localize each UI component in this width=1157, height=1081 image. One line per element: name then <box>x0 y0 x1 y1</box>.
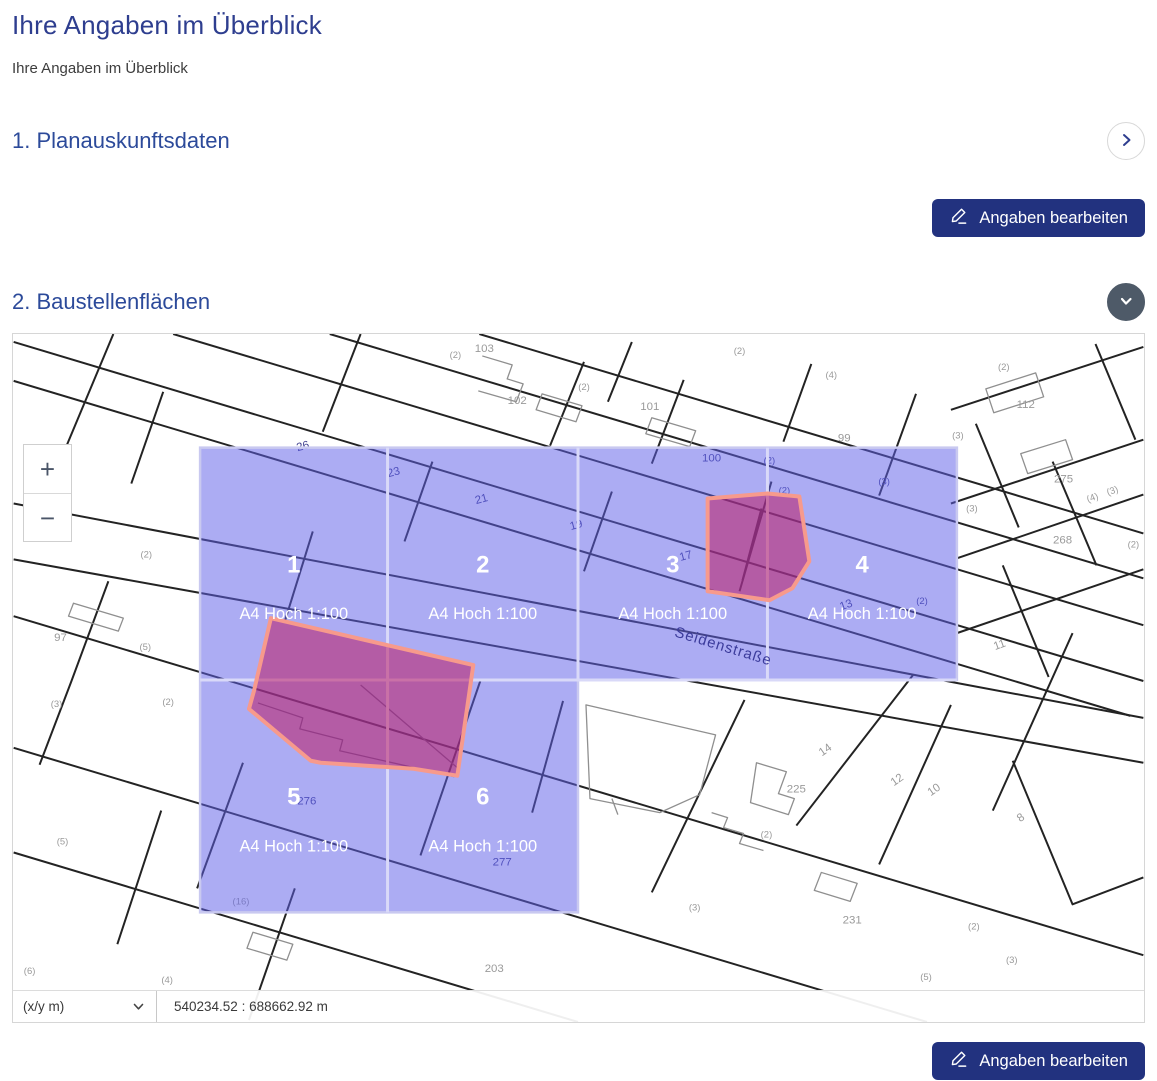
parcel-label: (2) <box>734 346 746 357</box>
edit-button-label: Angaben bearbeiten <box>979 208 1128 227</box>
parcel-label: (2) <box>998 362 1010 373</box>
section-1-expand-button[interactable] <box>1107 122 1145 160</box>
section-2-header: 2. Baustellenflächen <box>0 280 1157 324</box>
parcel-label: 231 <box>843 914 862 926</box>
parcel-label: (3) <box>51 699 63 710</box>
parcel-label: 97 <box>54 632 67 644</box>
parcel-label: 112 <box>1017 399 1035 411</box>
section-2-actions: Angaben bearbeiten <box>0 1042 1157 1080</box>
edit-button-label: Angaben bearbeiten <box>979 1051 1128 1070</box>
parcel-label: 10 <box>926 782 943 799</box>
parcel-label: 275 <box>1054 474 1073 486</box>
tile-number-label: 3 <box>666 551 679 578</box>
parcel-label: 101 <box>640 401 659 413</box>
parcel-label: 103 <box>475 343 494 355</box>
parcel-label: (3) <box>966 503 978 514</box>
tile-format-label: A4 Hoch 1:100 <box>239 605 348 623</box>
parcel-label: (2) <box>162 697 174 708</box>
parcel-label: 11 <box>992 638 1007 653</box>
parcel-label: (3) <box>689 902 701 913</box>
edit-planauskunft-button[interactable]: Angaben bearbeiten <box>932 199 1145 237</box>
parcel-label: 268 <box>1053 534 1072 546</box>
parcel-label: (3) <box>952 431 964 442</box>
site-area-2 <box>246 616 476 778</box>
parcel-label: (2) <box>1128 539 1140 550</box>
parcel-label: (5) <box>920 972 932 983</box>
map-tile <box>387 447 579 680</box>
parcel-label: (4) <box>825 370 837 381</box>
tile-format-label: A4 Hoch 1:100 <box>428 837 537 855</box>
tile-number-label: 2 <box>476 551 489 578</box>
zoom-out-button[interactable]: − <box>24 493 71 541</box>
map-canvas[interactable]: 103(2)102(2)101(2)(4)99(2)112(3)275(3)(4… <box>13 334 1144 1022</box>
page-subtitle: Ihre Angaben im Überblick <box>12 60 188 77</box>
edit-baustellen-button[interactable]: Angaben bearbeiten <box>932 1042 1145 1080</box>
print-tile-overlay <box>200 447 957 913</box>
section-1-heading: 1. Planauskunftsdaten <box>12 128 230 153</box>
tile-number-label: 6 <box>476 784 489 811</box>
tile-format-label: A4 Hoch 1:100 <box>428 605 537 623</box>
parcel-label: (3) <box>1105 484 1120 498</box>
parcel-label: (5) <box>57 837 69 848</box>
chevron-right-icon <box>1116 130 1136 153</box>
section-2-heading: 2. Baustellenflächen <box>12 289 211 314</box>
parcel-label: (4) <box>161 975 173 986</box>
parcel-label: (2) <box>578 382 590 393</box>
parcel-label: 102 <box>508 395 527 407</box>
coordinate-readout: 540234.52 : 688662.92 m <box>156 991 328 1022</box>
map-status-bar: (x/y m) 540234.52 : 688662.92 m <box>13 990 1144 1022</box>
parcel-label: (2) <box>968 921 980 932</box>
parcel-label: (2) <box>140 549 152 560</box>
parcel-label: (4) <box>1085 491 1100 505</box>
tile-format-label: A4 Hoch 1:100 <box>618 605 727 623</box>
construction-site-polygons <box>246 491 812 778</box>
section-2-collapse-button[interactable] <box>1107 283 1145 321</box>
pencil-icon <box>949 1049 968 1073</box>
page-title: Ihre Angaben im Überblick <box>12 10 322 40</box>
pencil-icon <box>949 206 968 230</box>
tile-number-label: 5 <box>287 784 300 811</box>
parcel-label: 203 <box>485 963 504 975</box>
parcel-label: (2) <box>450 350 462 361</box>
chevron-down-icon <box>1116 291 1136 314</box>
parcel-label: (5) <box>139 642 151 653</box>
parcel-label: (2) <box>761 830 773 841</box>
parcel-label: (6) <box>24 966 36 977</box>
map-zoom-control: + − <box>23 444 72 542</box>
tile-format-label: A4 Hoch 1:100 <box>239 837 348 855</box>
site-area-1 <box>705 491 812 603</box>
parcel-label: (3) <box>1006 955 1018 966</box>
section-1-header: 1. Planauskunftsdaten <box>0 119 1157 163</box>
parcel-label: 225 <box>787 784 806 796</box>
map-container: + − <box>12 333 1145 1023</box>
dropdown-chevron-icon <box>133 1003 144 1011</box>
tile-number-label: 4 <box>856 551 870 578</box>
zoom-in-button[interactable]: + <box>24 445 71 493</box>
coordinate-unit-label: (x/y m) <box>23 999 65 1014</box>
page-header: Ihre Angaben im Überblick Ihre Angaben i… <box>0 0 1157 79</box>
parcel-label: 99 <box>838 433 851 445</box>
parcel-label: 12 <box>889 772 906 789</box>
section-1-actions: Angaben bearbeiten <box>0 199 1157 237</box>
tile-number-label: 1 <box>287 551 300 578</box>
coordinate-unit-dropdown[interactable]: (x/y m) <box>13 991 156 1022</box>
tile-format-label: A4 Hoch 1:100 <box>808 605 917 623</box>
